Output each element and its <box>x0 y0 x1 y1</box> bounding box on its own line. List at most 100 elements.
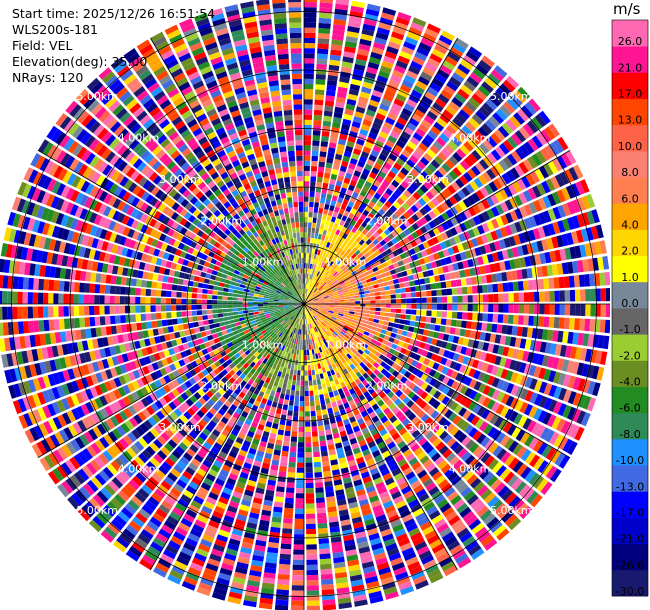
range-gate <box>399 193 408 202</box>
range-gate <box>579 318 586 331</box>
range-gate <box>322 599 336 606</box>
range-gate <box>349 259 356 265</box>
range-gate <box>461 105 474 116</box>
range-gate <box>311 150 319 157</box>
range-gate <box>311 369 316 376</box>
range-gate <box>348 20 361 29</box>
range-gate <box>419 278 426 285</box>
range-gate <box>407 172 416 182</box>
range-gate <box>416 266 423 273</box>
range-gate <box>343 239 349 246</box>
range-gate <box>322 182 329 189</box>
range-gate <box>297 462 304 468</box>
range-gate <box>469 180 479 191</box>
range-gate <box>348 162 356 170</box>
range-gate <box>320 450 328 457</box>
range-gate <box>311 227 316 234</box>
range-gate <box>481 81 494 93</box>
range-gate <box>463 220 472 230</box>
range-gate <box>525 173 536 186</box>
range-gate <box>332 289 338 293</box>
range-gate <box>299 406 304 412</box>
range-gate <box>376 235 383 243</box>
range-gate <box>342 289 349 293</box>
range-gate <box>318 296 324 300</box>
range-gate <box>368 259 375 265</box>
range-gate <box>298 426 304 432</box>
range-gate <box>360 173 368 181</box>
range-gate <box>452 152 463 163</box>
range-gate <box>510 94 523 107</box>
range-gate <box>364 71 377 80</box>
range-gate <box>312 436 319 442</box>
range-gate <box>506 271 513 281</box>
range-gate <box>379 196 387 204</box>
range-gate <box>382 93 394 103</box>
range-gate <box>292 564 304 571</box>
range-gate <box>309 284 313 290</box>
range-gate <box>491 149 502 161</box>
range-gate <box>329 205 335 212</box>
range-gate <box>324 305 330 307</box>
range-gate <box>356 53 368 62</box>
range-gate <box>332 291 338 295</box>
range-gate <box>454 271 461 279</box>
range-gate <box>366 176 375 184</box>
range-gate <box>494 129 506 142</box>
range-gate <box>563 317 570 330</box>
range-gate <box>366 278 372 283</box>
range-gate <box>288 400 294 406</box>
range-gate <box>319 250 324 256</box>
range-gate <box>430 261 438 269</box>
range-gate <box>300 339 303 345</box>
range-gate <box>359 309 366 313</box>
range-gate <box>330 173 338 181</box>
range-gate <box>371 46 384 55</box>
range-gate <box>315 243 320 250</box>
range-gate <box>419 322 426 329</box>
range-gate <box>319 156 326 163</box>
ppi-plot: 1.00km1.00km1.00km1.00km2.00km2.00km2.00… <box>0 0 610 610</box>
range-gate <box>318 285 323 291</box>
range-gate <box>293 534 304 540</box>
range-gate <box>462 304 468 311</box>
range-gate <box>370 94 381 103</box>
range-gate <box>430 283 437 290</box>
range-gate <box>315 290 320 295</box>
range-gate <box>321 404 327 410</box>
range-gate <box>319 239 324 246</box>
range-gate <box>437 180 447 190</box>
range-gate <box>327 152 335 159</box>
range-gate <box>324 203 330 210</box>
range-gate <box>317 43 329 50</box>
range-gate <box>306 513 316 519</box>
range-gate <box>547 193 557 207</box>
range-gate <box>376 188 385 196</box>
range-gate <box>424 28 439 39</box>
range-gate <box>344 308 350 311</box>
range-gate <box>404 263 411 270</box>
range-gate <box>387 196 396 205</box>
range-gate <box>355 258 362 265</box>
range-gate <box>305 457 313 463</box>
range-gate <box>340 187 347 194</box>
range-gate <box>360 33 373 42</box>
range-gate <box>581 212 590 226</box>
range-gate <box>595 224 604 239</box>
range-gate <box>327 210 334 217</box>
range-gate <box>490 230 499 241</box>
range-gate <box>304 160 311 166</box>
range-gate <box>298 421 304 427</box>
range-gate <box>442 60 456 71</box>
range-gate <box>310 279 313 285</box>
range-gate <box>305 294 308 300</box>
range-gate <box>340 250 346 256</box>
range-gate <box>472 204 481 215</box>
range-gate <box>414 201 423 210</box>
range-gate <box>395 293 402 299</box>
range-gate <box>424 134 435 144</box>
range-gate <box>286 482 295 488</box>
range-gate <box>293 411 299 417</box>
range-gate <box>306 539 317 545</box>
range-gate <box>349 267 356 273</box>
